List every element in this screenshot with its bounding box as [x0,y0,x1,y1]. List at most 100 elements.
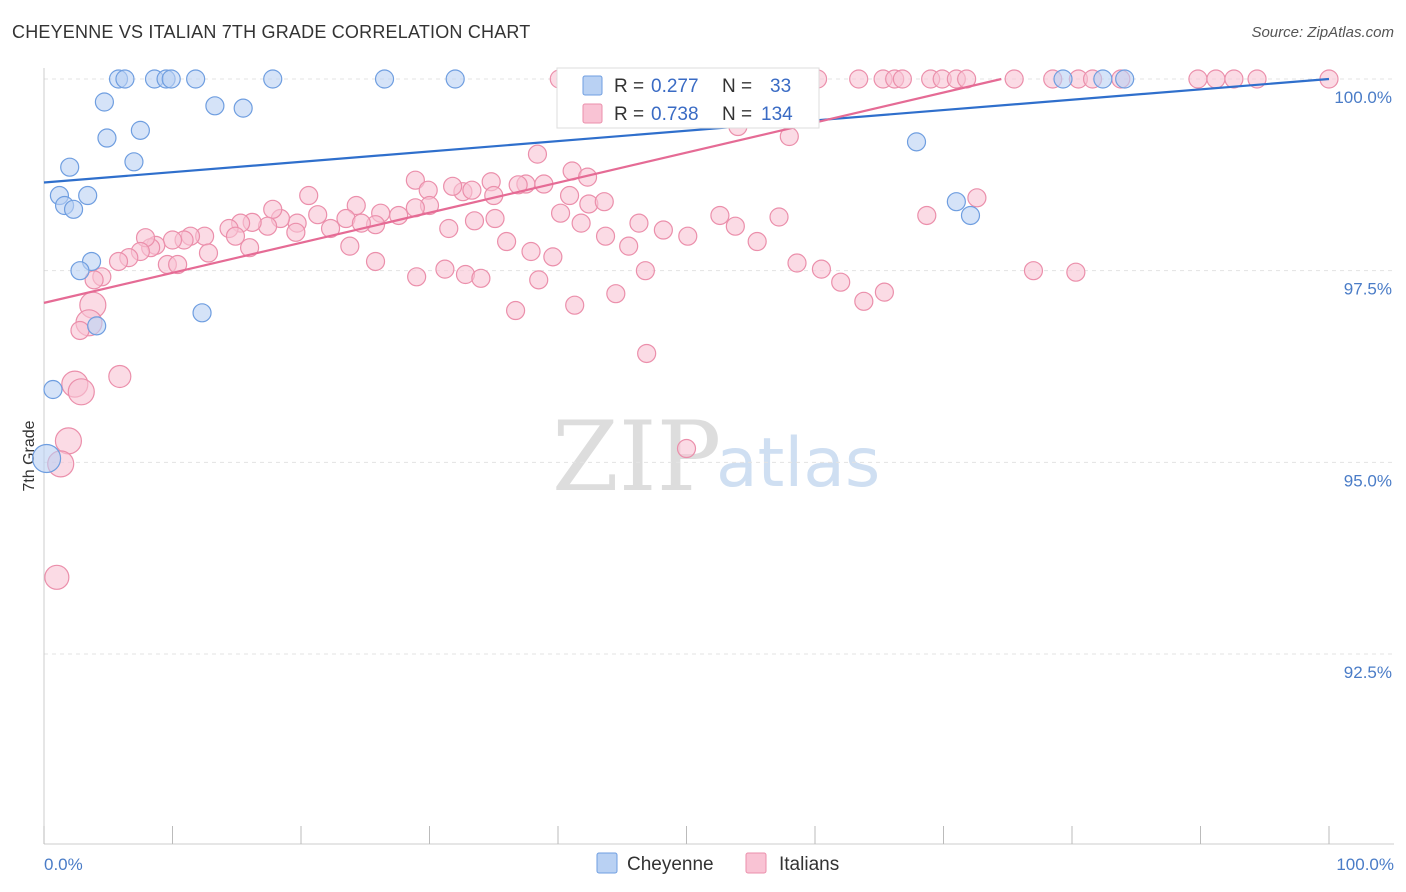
italians-n-value: 134 [761,104,793,125]
cheyenne-point-23 [63,199,84,219]
italians-point-77 [162,230,183,250]
italians-r-label: R = [614,104,644,125]
cheyenne-n-label: N = [722,76,752,97]
italians-point-125 [435,259,455,279]
italians-point-23 [1004,69,1024,89]
italians-point-132 [365,251,386,272]
italians-point-99 [286,222,306,242]
legend-italians-label: Italians [779,854,839,875]
cheyenne-point-10 [1093,69,1113,89]
italians-point-108 [619,236,639,256]
italians-point-112 [710,205,730,226]
italians-point-61 [346,195,366,216]
x-tick-label-max: 100.0% [1336,855,1394,874]
cheyenne-n-value: 33 [770,76,791,97]
italians-point-122 [967,188,987,208]
cheyenne-point-17 [124,152,144,172]
bottom-legend: Cheyenne Italians [596,852,839,875]
italians-point-18 [892,69,912,89]
italians-point-47 [462,180,482,200]
italians-point-121 [917,205,937,226]
italians-point-111 [678,226,698,246]
cheyenne-point-30 [43,379,63,400]
italians-point-15 [849,69,869,89]
y-tick-label-0: 100.0% [1334,88,1392,107]
italians-point-128 [565,295,585,315]
italians-point-98 [240,238,260,258]
italians-r-value: 0.738 [651,104,699,125]
italians-point-100 [340,236,360,256]
legend-italians-swatch [745,852,767,874]
italians-point-124 [1066,262,1086,282]
cheyenne-r-label: R = [614,76,644,97]
italians-point-63 [320,218,341,239]
series-cheyenne [31,69,1135,474]
cheyenne-point-6 [263,69,283,89]
italians-point-116 [787,253,807,273]
italians-point-92 [108,364,132,389]
cheyenne-point-13 [205,96,225,116]
italians-point-50 [559,185,580,206]
italians-point-118 [831,272,851,292]
y-axis-tick-labels: 100.0% 97.5% 95.0% 92.5% [1334,88,1392,682]
cheyenne-point-28 [192,303,212,323]
italians-point-78 [198,243,219,263]
italians-point-133 [407,267,427,287]
italians-point-68 [263,199,283,219]
y-axis-title: 7th Grade [21,420,38,491]
italians-n-label: N = [722,104,752,125]
italians-point-123 [1023,261,1044,281]
italians-point-42 [508,175,528,195]
cheyenne-point-31 [31,443,62,474]
italians-point-48 [443,176,463,196]
italians-point-113 [725,216,745,236]
italians-point-107 [595,226,616,246]
italians-point-134 [471,268,491,288]
italians-point-115 [769,207,789,227]
italians-point-105 [550,203,571,223]
cheyenne-point-7 [374,69,395,89]
cheyenne-point-11 [1115,69,1135,89]
italians-point-97 [44,564,70,590]
italians-trend-line [43,77,1002,304]
cheyenne-r-value: 0.277 [651,76,699,97]
italians-point-28 [1188,69,1208,89]
italians-point-80 [168,254,188,275]
italians-point-86 [108,251,129,272]
italians-point-114 [747,231,767,252]
cheyenne-point-15 [130,120,150,140]
italians-point-110 [653,220,673,240]
y-tick-label-3: 92.5% [1344,663,1392,682]
cheyenne-point-19 [906,132,927,152]
cheyenne-point-18 [60,157,80,177]
italians-point-136 [606,284,626,304]
italians-point-119 [854,291,874,311]
italians-stat-swatch [582,103,603,124]
italians-point-73 [225,226,246,246]
cheyenne-point-16 [97,128,117,148]
italians-point-127 [505,300,526,321]
cheyenne-point-5 [186,69,206,89]
italians-point-103 [521,241,541,262]
x-tick-label-min: 0.0% [44,855,83,874]
cheyenne-point-24 [946,192,966,212]
cheyenne-point-25 [960,205,981,226]
chart-title: CHEYENNE VS ITALIAN 7TH GRADE CORRELATIO… [12,22,531,42]
legend-cheyenne-swatch [596,852,618,874]
source-credit: Source: ZipAtlas.com [1251,24,1394,41]
italians-point-52 [594,192,614,212]
italians-point-30 [1224,69,1244,89]
x-axis-ticks [43,826,1330,844]
italians-point-64 [308,205,328,225]
cheyenne-point-12 [94,92,114,112]
cheyenne-point-21 [78,185,98,206]
italians-point-135 [529,270,549,290]
italians-point-29 [1206,69,1226,89]
trend-lines [43,77,1330,304]
cheyenne-point-4 [161,69,181,89]
cheyenne-stat-swatch [582,75,603,96]
stats-legend-box: R = 0.277 N = 33 R = 0.738 N = 134 [556,67,820,129]
italians-point-130 [637,343,657,364]
watermark-atlas: atlas [716,424,880,503]
